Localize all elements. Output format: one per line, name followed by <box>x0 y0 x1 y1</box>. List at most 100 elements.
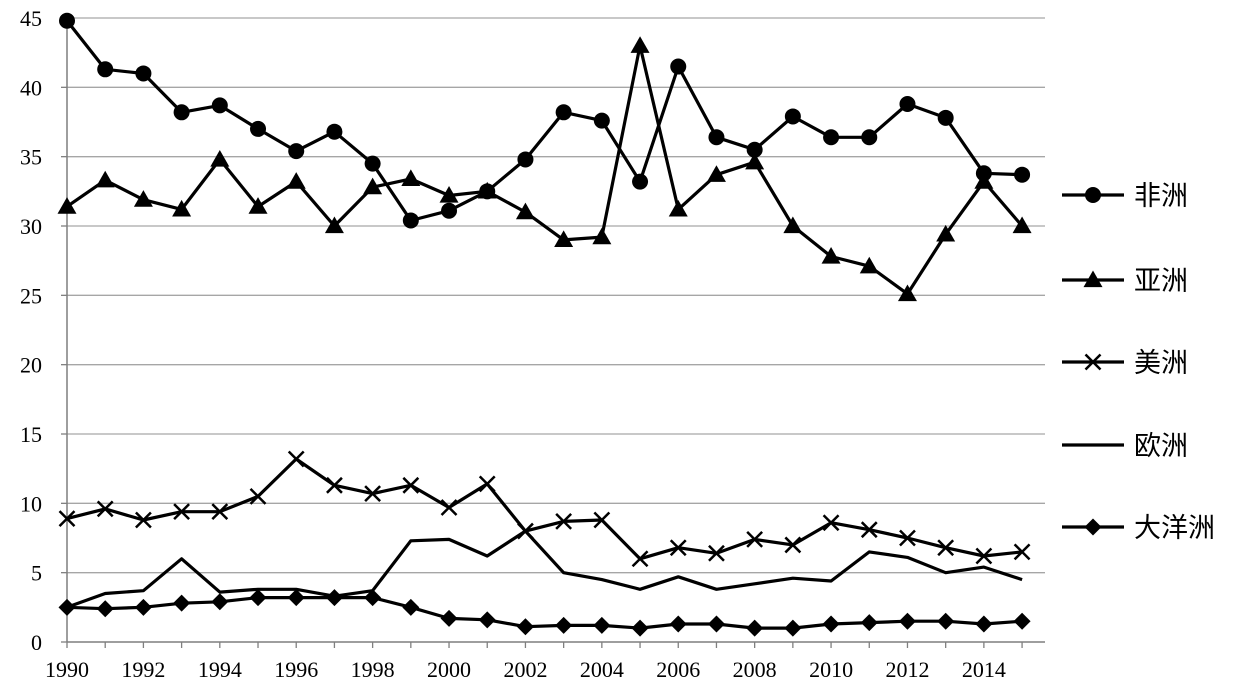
data-point <box>593 616 611 634</box>
x-tick-label: 2002 <box>503 657 547 682</box>
data-point <box>441 202 458 219</box>
x-tick-label: 1994 <box>198 657 242 682</box>
y-tick-label: 25 <box>20 283 42 308</box>
data-point <box>783 216 803 234</box>
y-tick-label: 5 <box>31 561 42 586</box>
x-tick-label: 2008 <box>733 657 777 682</box>
data-point <box>861 129 878 146</box>
y-tick-label: 10 <box>20 491 42 516</box>
data-point <box>631 619 649 637</box>
data-point <box>668 199 688 217</box>
legend-marker <box>1085 187 1101 203</box>
data-point <box>173 503 190 521</box>
y-tick-label: 0 <box>31 630 42 655</box>
series-line <box>66 44 1024 296</box>
x-tick-label: 2012 <box>885 657 929 682</box>
data-point <box>478 475 496 493</box>
series-line <box>66 595 1023 630</box>
legend-label: 非洲 <box>1134 181 1188 212</box>
data-point <box>477 181 497 199</box>
data-point <box>173 594 191 612</box>
series-line <box>65 19 1023 223</box>
data-point <box>401 169 421 186</box>
data-point <box>1013 612 1031 630</box>
x-axis-ticks: 1990 1992 1994 1996 1998 2000 2002 2004 2006 2008… <box>45 642 1023 682</box>
data-point <box>975 547 993 565</box>
data-point <box>1013 543 1031 561</box>
legend-marker <box>1083 270 1103 288</box>
data-point <box>746 619 764 637</box>
data-point <box>975 615 993 633</box>
x-tick-label: 2004 <box>580 657 624 682</box>
series-line <box>66 529 1023 609</box>
data-point <box>555 512 573 530</box>
data-point <box>364 589 382 607</box>
data-point <box>746 531 764 548</box>
data-point <box>440 609 458 627</box>
data-point <box>630 36 650 53</box>
y-tick-label: 40 <box>20 75 42 100</box>
legend-label: 美洲 <box>1134 348 1188 379</box>
legend-item: 大洋洲 <box>1062 513 1215 544</box>
data-point <box>211 593 229 611</box>
y-tick-label: 35 <box>20 145 42 170</box>
data-point <box>707 615 725 633</box>
x-tick-label: 2000 <box>427 657 471 682</box>
data-point <box>631 550 649 568</box>
data-point <box>937 612 955 630</box>
data-point <box>746 141 763 158</box>
y-tick-label: 45 <box>20 6 42 31</box>
data-point <box>823 129 840 146</box>
y-tick-label: 15 <box>20 422 42 447</box>
data-point <box>402 212 419 229</box>
data-point <box>287 589 305 607</box>
y-axis-ticks: 0 5 10 15 20 25 30 35 40 45 <box>20 6 67 655</box>
x-tick-label: 2006 <box>656 657 700 682</box>
axes <box>66 18 1045 643</box>
data-point <box>59 12 75 29</box>
x-tick-label: 2014 <box>962 657 1006 682</box>
y-tick-label: 20 <box>20 353 42 378</box>
x-tick-label: 1990 <box>45 657 89 682</box>
x-tick-label: 1998 <box>351 657 395 682</box>
data-point <box>937 109 954 126</box>
data-point <box>555 616 573 634</box>
data-point <box>669 615 687 633</box>
data-point <box>287 450 305 468</box>
data-point <box>249 589 267 607</box>
data-point <box>593 511 611 529</box>
data-point <box>822 514 840 532</box>
data-point <box>95 170 115 188</box>
data-point <box>134 598 152 616</box>
data-point <box>439 185 459 203</box>
legend-label: 大洋洲 <box>1134 513 1215 544</box>
data-point <box>363 177 383 195</box>
data-point <box>324 216 344 234</box>
data-point <box>58 510 76 527</box>
data-point <box>784 536 802 554</box>
data-point <box>402 476 420 494</box>
series-5 <box>58 589 1031 637</box>
data-point <box>898 612 916 630</box>
x-tick-label: 1996 <box>274 657 318 682</box>
data-point <box>515 202 535 220</box>
data-point <box>516 618 534 636</box>
data-point <box>135 65 152 82</box>
data-point <box>326 123 343 140</box>
legend-marker <box>1084 353 1102 371</box>
data-point <box>784 619 802 637</box>
series-3 <box>58 450 1031 568</box>
data-point <box>211 97 228 114</box>
x-tick-label: 2010 <box>809 657 853 682</box>
data-point <box>1012 216 1032 234</box>
data-point <box>899 95 916 112</box>
data-point <box>58 598 76 616</box>
data-point <box>708 544 725 562</box>
legend-item: 亚洲 <box>1062 266 1188 297</box>
series-1 <box>59 12 1031 229</box>
legend-label: 亚洲 <box>1134 266 1188 297</box>
data-point <box>745 152 765 170</box>
data-point <box>974 172 994 189</box>
series-4 <box>66 529 1023 609</box>
data-point <box>286 172 306 189</box>
